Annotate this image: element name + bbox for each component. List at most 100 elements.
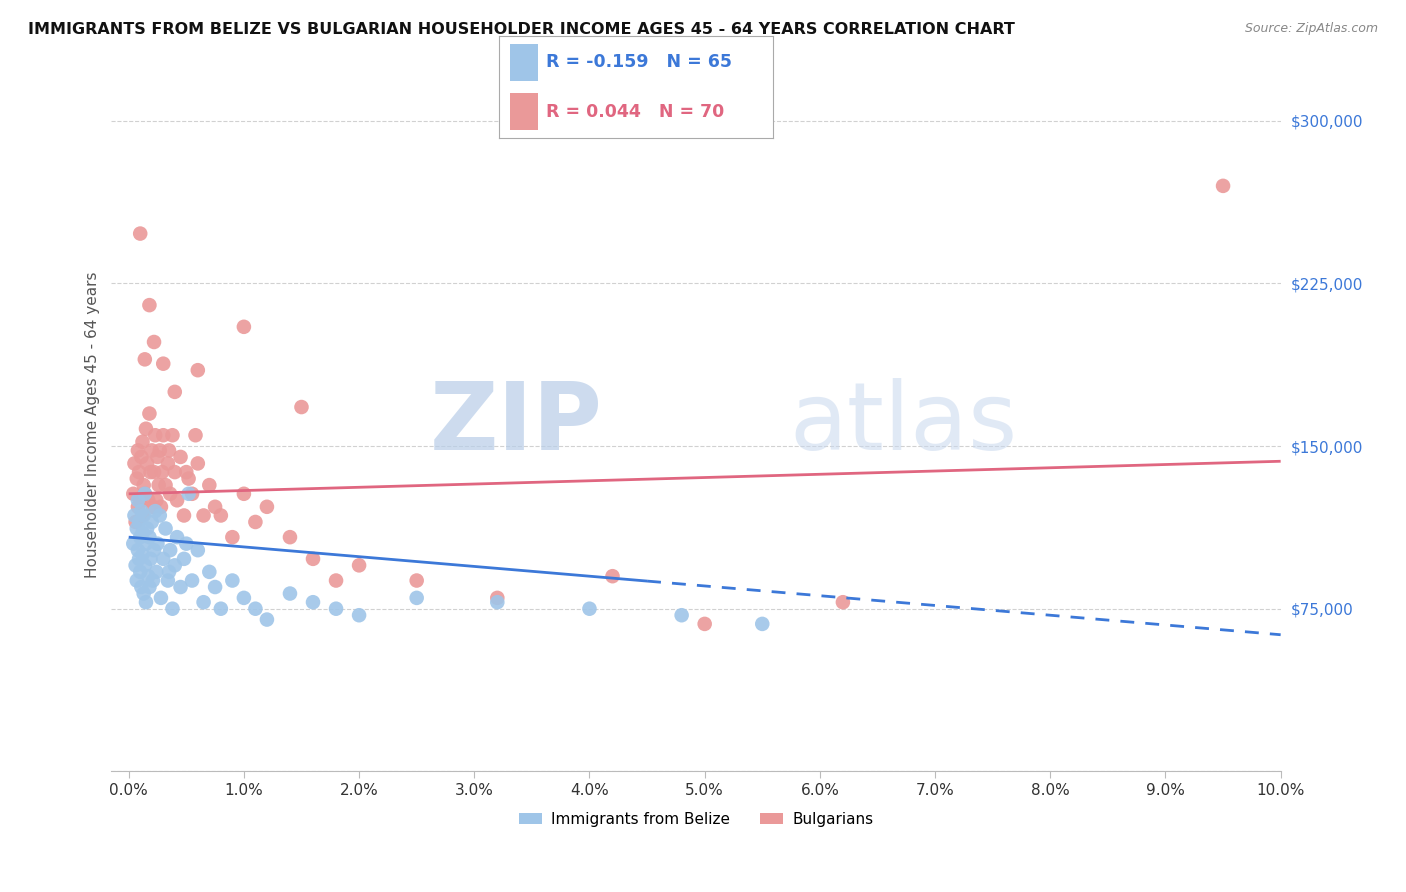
Point (135, 595, 157, 609)
Point (143, 334, 166, 349)
Point (173, 552, 195, 566)
Point (162, 428, 184, 442)
Point (124, 515, 146, 529)
Point (302, 552, 325, 566)
Point (136, 521, 159, 535)
Point (325, 574, 347, 588)
Point (135, 536, 157, 550)
Point (174, 536, 197, 550)
Point (129, 227, 152, 241)
Point (145, 565, 167, 579)
Point (131, 580, 153, 594)
Point (177, 487, 200, 501)
Point (290, 400, 312, 414)
Point (405, 574, 427, 588)
Point (141, 443, 163, 458)
Point (157, 443, 180, 458)
Point (177, 472, 200, 486)
Point (204, 580, 226, 594)
Point (131, 434, 153, 449)
Point (169, 450, 191, 464)
Point (187, 363, 209, 377)
Point (138, 298, 160, 312)
Text: R = -0.159   N = 65: R = -0.159 N = 65 (546, 54, 731, 71)
Point (486, 591, 509, 605)
Point (149, 591, 172, 605)
Point (198, 478, 221, 492)
Point (139, 465, 162, 479)
Point (163, 558, 186, 573)
Point (184, 428, 207, 442)
Point (128, 552, 150, 566)
Point (136, 493, 159, 508)
Point (129, 530, 152, 544)
Point (162, 601, 184, 615)
Point (832, 595, 855, 609)
Point (155, 478, 177, 492)
Point (135, 422, 157, 436)
Point (128, 515, 150, 529)
Point (209, 508, 232, 523)
Point (602, 569, 624, 583)
Point (143, 504, 166, 518)
Point (145, 493, 167, 508)
Point (174, 465, 197, 479)
Text: Source: ZipAtlas.com: Source: ZipAtlas.com (1244, 22, 1378, 36)
Point (152, 428, 174, 442)
Point (136, 457, 159, 471)
Point (159, 487, 181, 501)
Point (486, 595, 509, 609)
Point (193, 508, 215, 523)
Point (149, 508, 172, 523)
Point (204, 500, 226, 514)
Point (163, 384, 186, 399)
Point (156, 457, 179, 471)
Point (245, 601, 267, 615)
Point (142, 500, 165, 514)
Point (134, 558, 156, 573)
Point (131, 525, 153, 540)
Point (138, 580, 160, 594)
Point (169, 580, 191, 594)
Point (181, 574, 204, 588)
Point (347, 608, 370, 623)
Point (129, 493, 152, 508)
Point (128, 465, 150, 479)
Point (149, 500, 172, 514)
Point (122, 487, 145, 501)
Point (232, 487, 254, 501)
Point (181, 487, 204, 501)
Point (146, 536, 169, 550)
Point (136, 569, 159, 583)
Point (127, 493, 149, 508)
Point (143, 543, 166, 558)
Point (152, 357, 174, 371)
Bar (510, 44, 537, 81)
Point (143, 465, 166, 479)
Point (578, 601, 600, 615)
Point (132, 586, 155, 600)
Point (124, 558, 146, 573)
Point (131, 548, 153, 562)
Point (693, 616, 716, 631)
Point (256, 613, 278, 627)
Point (141, 515, 163, 529)
Point (138, 530, 160, 544)
Point (131, 508, 153, 523)
Point (152, 552, 174, 566)
Point (751, 616, 773, 631)
Point (122, 536, 145, 550)
Point (232, 591, 254, 605)
Point (671, 608, 693, 623)
Text: R = 0.044   N = 70: R = 0.044 N = 70 (546, 103, 724, 120)
Point (134, 487, 156, 501)
Point (143, 428, 166, 442)
Point (132, 478, 155, 492)
Point (134, 352, 156, 367)
Point (127, 543, 149, 558)
Point (221, 574, 243, 588)
Point (166, 493, 188, 508)
Point (150, 465, 173, 479)
Point (157, 565, 180, 579)
Point (155, 521, 177, 535)
